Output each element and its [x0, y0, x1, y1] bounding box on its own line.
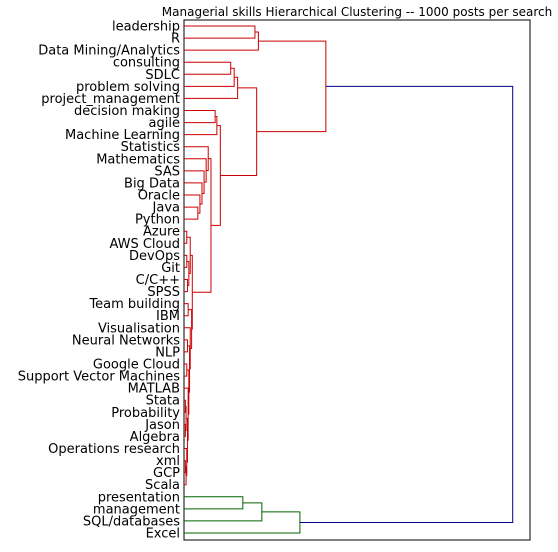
dendrogram-link: [184, 339, 188, 353]
dendrogram-link: [184, 279, 188, 293]
dendrogram-link: [184, 182, 203, 205]
leaf-label: Git: [161, 261, 180, 276]
leaf-label: Visualisation: [98, 321, 180, 336]
dendrogram-link: [220, 87, 258, 176]
leaf-label: Java: [152, 201, 180, 216]
leaf-label: consulting: [113, 56, 180, 71]
leaf-label: management: [93, 502, 180, 517]
leaf-label: Google Cloud: [93, 358, 180, 373]
leaf-label: C/C++: [136, 273, 180, 288]
leaf-label: decision making: [74, 104, 180, 119]
dendrogram-link: [184, 31, 259, 51]
leaf-label: Excel: [146, 527, 180, 542]
dendrogram-link: [256, 40, 327, 133]
leaf-label: Support Vector Machines: [18, 370, 180, 385]
leaf-label: SPSS: [147, 285, 180, 300]
leaf-label: GCP: [153, 466, 180, 481]
leaf-label: Big Data: [124, 176, 180, 191]
leaf-label: SDLC: [145, 68, 180, 83]
leaf-label: leadership: [112, 20, 180, 35]
leaf-label: NLP: [155, 345, 180, 360]
leaf-label: Operations research: [48, 442, 180, 457]
leaf-label: SQL/databases: [83, 514, 180, 529]
dendrogram-link: [184, 76, 239, 99]
leaf-label: Data Mining/Analytics: [38, 44, 180, 59]
dendrogram-link: [184, 206, 199, 220]
dendrogram-link: [184, 502, 263, 522]
dendrogram-link: [192, 158, 212, 293]
leaf-label: Oracle: [138, 189, 180, 204]
dendrogram-link: [210, 125, 221, 226]
leaf-label: AWS Cloud: [109, 237, 180, 252]
leaf-label: Python: [135, 213, 180, 228]
leaf-label: Statistics: [121, 140, 181, 155]
leaf-label: project_management: [41, 92, 180, 107]
leaf-label: Stata: [146, 394, 180, 409]
dendrogram-links: [184, 25, 514, 534]
leaf-label: Algebra: [130, 430, 180, 445]
leaf-label: IBM: [156, 309, 180, 324]
leaf-label: Mathematics: [96, 152, 180, 167]
dendrogram-link: [184, 170, 205, 194]
leaf-label: Probability: [111, 406, 180, 421]
leaf-label: DevOps: [129, 249, 180, 264]
dendrogram-link: [184, 110, 216, 124]
dendrogram-link: [184, 25, 256, 39]
dendrogram-link: [184, 116, 218, 136]
dendrogram-link: [184, 496, 244, 510]
leaf-label: Machine Learning: [65, 128, 180, 143]
leaf-label: Azure: [143, 225, 180, 240]
leaf-label: Scala: [145, 478, 180, 493]
leaf-label: Neural Networks: [72, 333, 180, 348]
dendrogram-link: [184, 67, 235, 87]
chart-title: Managerial skills Hierarchical Clusterin…: [162, 5, 552, 19]
leaf-label: Team building: [88, 297, 180, 312]
leaf-label: MATLAB: [128, 382, 180, 397]
leaf-label: R: [171, 32, 180, 47]
leaf-label: agile: [149, 116, 180, 131]
dendrogram-link: [184, 61, 232, 75]
dendrogram-link: [299, 85, 514, 523]
leaf-label: SAS: [154, 164, 180, 179]
dendrogram-link: [184, 303, 189, 317]
leaf-label: presentation: [98, 490, 180, 505]
leaf-label: Jason: [144, 418, 180, 433]
dendrogram-link: [184, 511, 301, 534]
leaf-label: problem solving: [76, 80, 180, 95]
leaf-label: xml: [156, 454, 180, 469]
